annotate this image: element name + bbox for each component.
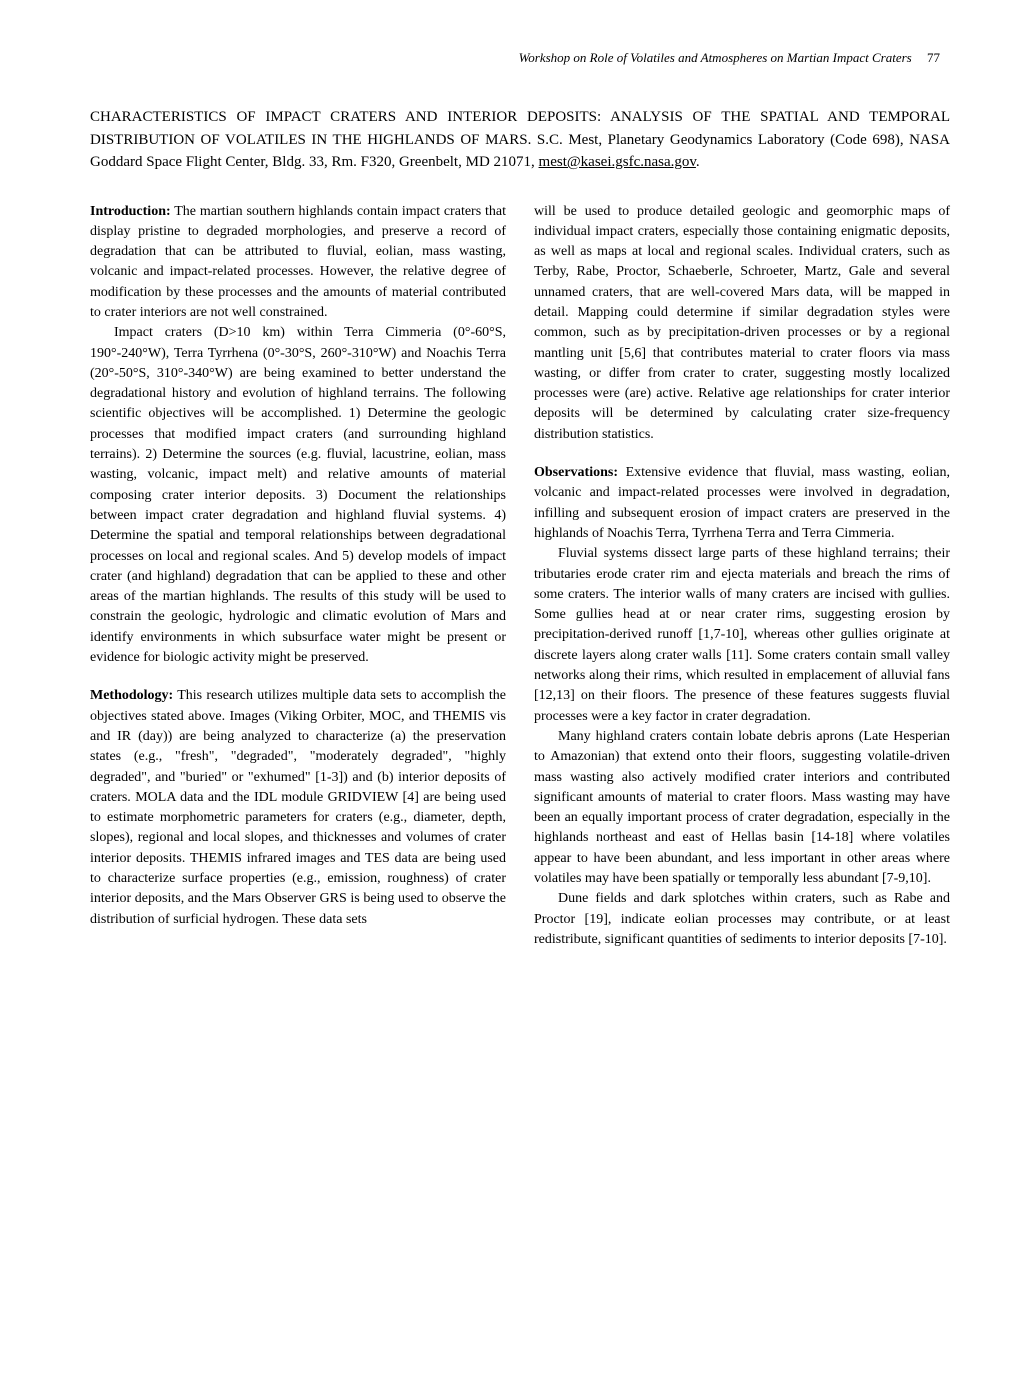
masswasting-paragraph: Many highland craters contain lobate deb…: [534, 727, 950, 889]
fluvial-paragraph: Fluvial systems dissect large parts of t…: [534, 544, 950, 727]
intro-body: The martian southern highlands contain i…: [90, 204, 506, 320]
objectives-paragraph: Impact craters (D>10 km) within Terra Ci…: [90, 323, 506, 668]
eolian-paragraph: Dune fields and dark splotches within cr…: [534, 889, 950, 950]
intro-paragraph: Introduction: The martian southern highl…: [90, 202, 506, 324]
running-title: Workshop on Role of Volatiles and Atmosp…: [519, 50, 912, 65]
methodology-label: Methodology:: [90, 688, 173, 703]
method-continuation-paragraph: will be used to produce detailed geologi…: [534, 202, 950, 446]
two-column-layout: Introduction: The martian southern highl…: [90, 202, 950, 951]
observations-paragraph: Observations: Extensive evidence that fl…: [534, 463, 950, 544]
left-column: Introduction: The martian southern highl…: [90, 202, 506, 951]
running-header: Workshop on Role of Volatiles and Atmosp…: [90, 50, 950, 66]
right-column: will be used to produce detailed geologi…: [534, 202, 950, 951]
title-block: CHARACTERISTICS OF IMPACT CRATERS AND IN…: [90, 106, 950, 174]
title-text: CHARACTERISTICS OF IMPACT CRATERS AND IN…: [90, 109, 950, 170]
page-number: 77: [927, 50, 940, 65]
methodology-body: This research utilizes multiple data set…: [90, 688, 506, 926]
title-period: .: [696, 154, 700, 170]
methodology-paragraph: Methodology: This research utilizes mult…: [90, 686, 506, 930]
observations-label: Observations:: [534, 465, 618, 480]
intro-label: Introduction:: [90, 204, 171, 219]
author-email: mest@kasei.gsfc.nasa.gov: [539, 154, 696, 170]
